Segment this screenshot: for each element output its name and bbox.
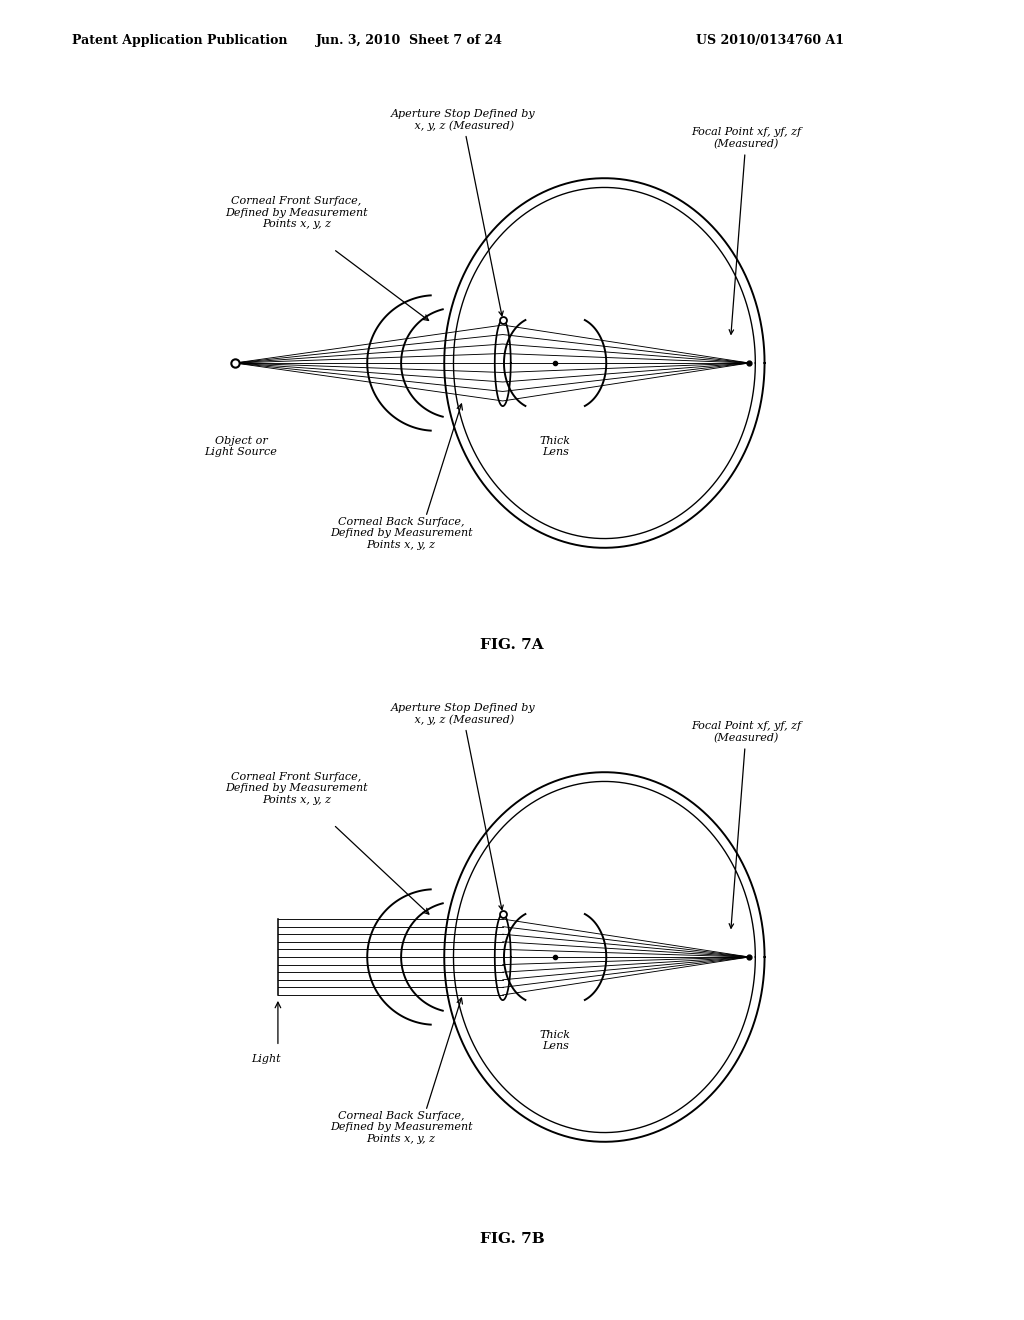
Text: Object or
Light Source: Object or Light Source <box>205 436 278 458</box>
Text: Focal Point xf, yf, zf
(Measured): Focal Point xf, yf, zf (Measured) <box>691 128 801 334</box>
Text: US 2010/0134760 A1: US 2010/0134760 A1 <box>696 34 845 48</box>
Text: FIG. 7A: FIG. 7A <box>480 639 544 652</box>
Text: Corneal Back Surface,
Defined by Measurement
Points x, y, z: Corneal Back Surface, Defined by Measure… <box>330 516 472 550</box>
Text: Patent Application Publication: Patent Application Publication <box>72 34 287 48</box>
Text: Jun. 3, 2010  Sheet 7 of 24: Jun. 3, 2010 Sheet 7 of 24 <box>316 34 503 48</box>
Text: Aperture Stop Defined by
 x, y, z (Measured): Aperture Stop Defined by x, y, z (Measur… <box>390 108 535 315</box>
Text: Thick
Lens: Thick Lens <box>540 436 570 458</box>
Text: Aperture Stop Defined by
 x, y, z (Measured): Aperture Stop Defined by x, y, z (Measur… <box>390 702 535 909</box>
Text: Corneal Front Surface,
Defined by Measurement
Points x, y, z: Corneal Front Surface, Defined by Measur… <box>225 772 368 805</box>
Text: Thick
Lens: Thick Lens <box>540 1030 570 1052</box>
Text: Light: Light <box>251 1053 281 1064</box>
Text: Corneal Front Surface,
Defined by Measurement
Points x, y, z: Corneal Front Surface, Defined by Measur… <box>225 197 368 230</box>
Text: Corneal Back Surface,
Defined by Measurement
Points x, y, z: Corneal Back Surface, Defined by Measure… <box>330 1110 472 1144</box>
Text: FIG. 7B: FIG. 7B <box>479 1233 545 1246</box>
Text: Focal Point xf, yf, zf
(Measured): Focal Point xf, yf, zf (Measured) <box>691 722 801 928</box>
